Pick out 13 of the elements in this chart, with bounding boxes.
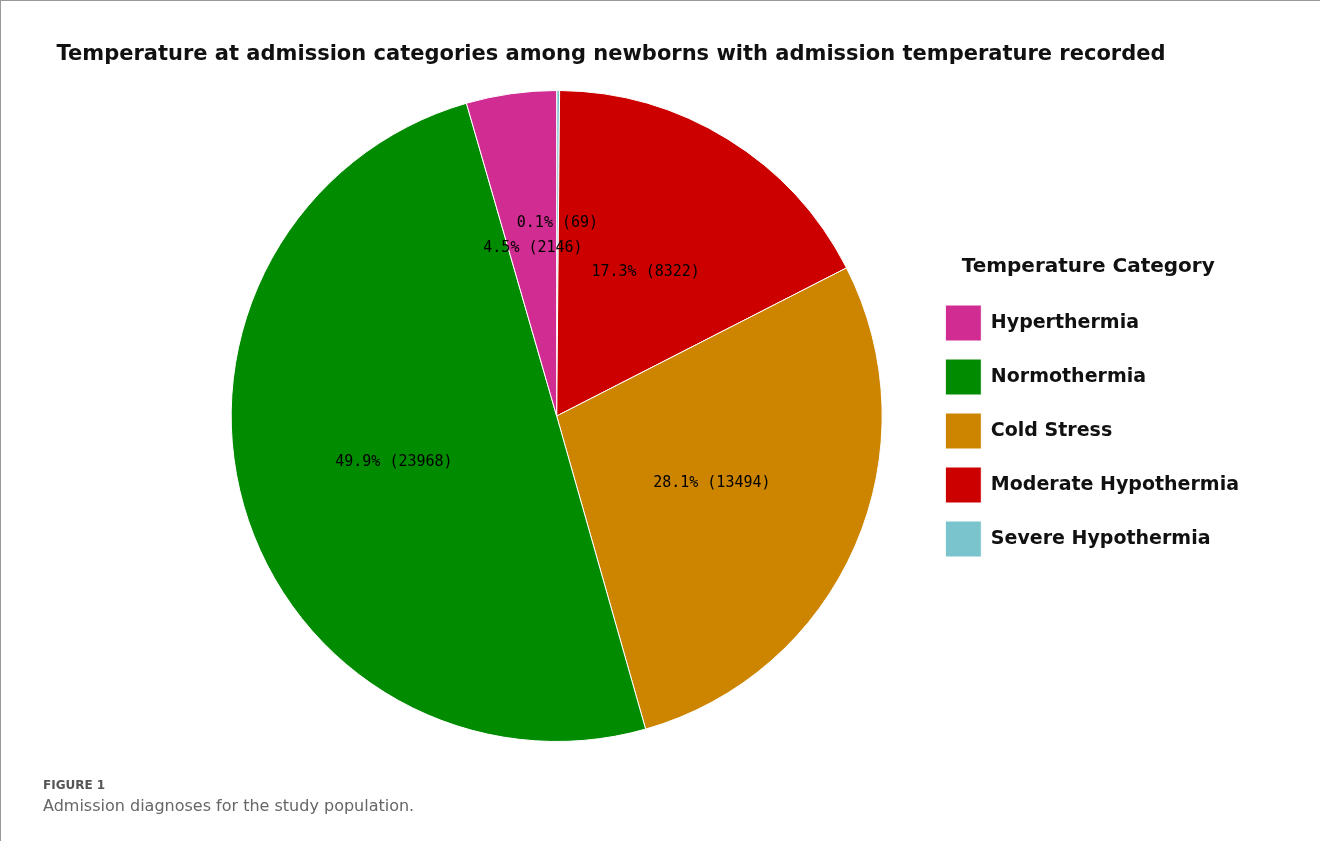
chart-title: Temperature at admission categories among newborns with admission temperature recorded: [55, 41, 1167, 65]
legend-title: Temperature Category: [961, 253, 1215, 278]
text: Admission diagnoses for the study population.: [43, 796, 415, 815]
legend-label: Cold Stress: [990, 417, 1113, 440]
legend-label: Severe Hypothermia: [990, 525, 1211, 548]
legend-label: Normothermia: [990, 363, 1147, 386]
data-label: 49.9% (23968): [335, 452, 453, 471]
data-label: 28.1% (13494): [653, 473, 771, 492]
legend-label: Moderate Hypothermia: [990, 471, 1240, 494]
caption: FIGURE 1: [43, 778, 107, 792]
legend-label: Hyperthermia: [990, 309, 1139, 332]
data-label: 17.3% (8322): [591, 261, 700, 280]
data-label: 0.1% (69): [516, 212, 599, 231]
